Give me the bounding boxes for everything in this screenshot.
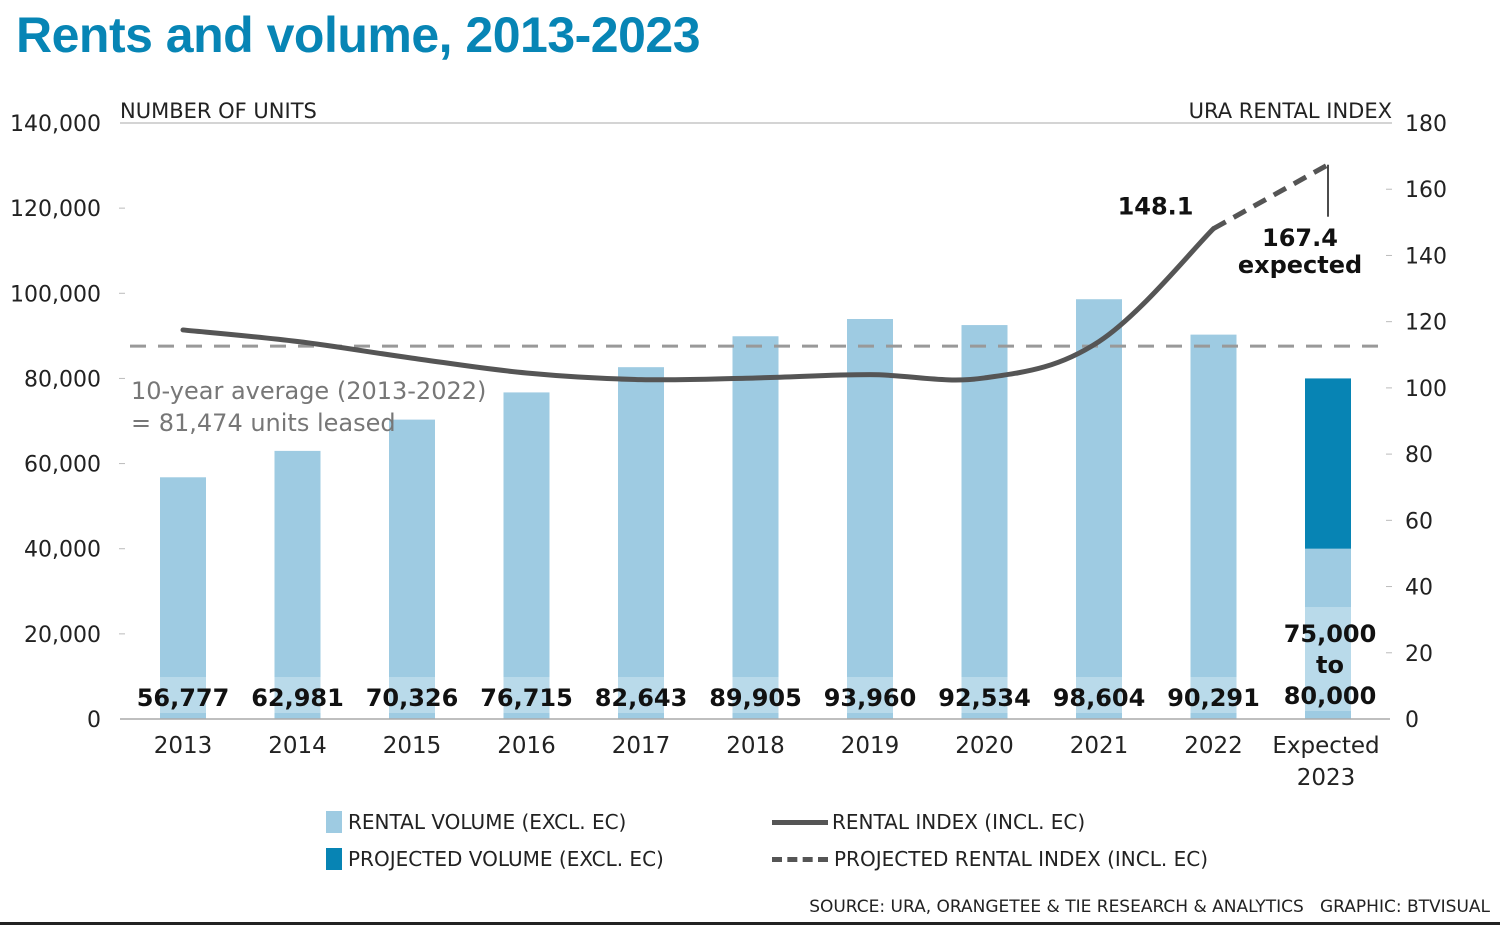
legend-label: PROJECTED RENTAL INDEX (INCL. EC) [834, 847, 1208, 871]
axes-group: 020,00040,00060,00080,000100,000120,0001… [10, 99, 1447, 791]
left-tick-label: 0 [87, 708, 101, 733]
projected-value-label: to [1316, 651, 1344, 679]
bottom-rule [0, 922, 1500, 925]
right-tick-label: 80 [1405, 443, 1433, 468]
index-2023-expected-label: expected [1238, 251, 1362, 279]
legend-dashed-line-icon [772, 856, 828, 862]
bar [732, 336, 779, 719]
bar [1076, 299, 1122, 719]
legend-rental-index: RENTAL INDEX (INCL. EC) [772, 810, 1085, 834]
left-tick-label: 140,000 [10, 112, 101, 137]
x-tick-label: Expected [1272, 733, 1379, 759]
bar-value-label: 92,534 [938, 684, 1031, 712]
right-tick-label: 140 [1405, 244, 1447, 269]
legend-label: PROJECTED VOLUME (EXCL. EC) [348, 847, 664, 871]
x-tick-label: 2017 [612, 733, 671, 759]
x-tick-label: 2014 [268, 733, 327, 759]
bar-label-band [1190, 677, 1237, 713]
bar-value-label: 62,981 [251, 684, 344, 712]
bar-value-label: 89,905 [709, 684, 802, 712]
bar-value-label: 70,326 [366, 684, 459, 712]
bar-label-band [503, 677, 550, 713]
x-tick-label: 2015 [383, 733, 442, 759]
bar [961, 325, 1008, 719]
legend-swatch-light-blue [326, 811, 342, 833]
left-tick-label: 80,000 [24, 367, 101, 392]
bar-label-band [847, 677, 893, 713]
combo-chart: 10-year average (2013-2022) = 81,474 unit… [10, 99, 1447, 791]
left-tick-label: 60,000 [24, 453, 101, 478]
bar-value-label: 90,291 [1167, 684, 1260, 712]
legend-label: RENTAL VOLUME (EXCL. EC) [348, 810, 627, 834]
right-axis-title: URA RENTAL INDEX [1189, 99, 1392, 123]
bar-label-band [1305, 607, 1351, 711]
index-lines-group [180, 162, 1330, 383]
bar-value-label: 56,777 [137, 684, 230, 712]
bar [847, 318, 893, 719]
projected-bar [1305, 378, 1351, 549]
projected-value-label: 80,000 [1284, 682, 1377, 710]
bar [503, 392, 550, 719]
index-2022-label: 148.1 [1118, 193, 1194, 221]
bars-group [160, 299, 1351, 719]
source-credit: SOURCE: URA, ORANGETEE & TIE RESEARCH & … [809, 897, 1490, 917]
x-tick-label: 2022 [1184, 733, 1243, 759]
chart-title: Rents and volume, 2013-2023 [16, 7, 701, 63]
right-tick-label: 20 [1405, 642, 1433, 667]
legend-projected-index: PROJECTED RENTAL INDEX (INCL. EC) [772, 847, 1208, 871]
x-tick-label: 2021 [1070, 733, 1129, 759]
bar-label-band [274, 677, 321, 713]
bar [618, 367, 664, 719]
right-tick-label: 40 [1405, 576, 1433, 601]
average-annotation: = 81,474 units leased [131, 409, 396, 437]
bar-label-band [160, 677, 206, 713]
left-tick-label: 120,000 [10, 197, 101, 222]
legend-rental-volume: RENTAL VOLUME (EXCL. EC) [326, 810, 626, 834]
legend-solid-line-icon [772, 819, 828, 825]
left-tick-label: 100,000 [10, 282, 101, 307]
bar [274, 450, 321, 719]
bar-label-band [732, 677, 779, 713]
left-tick-label: 40,000 [24, 538, 101, 563]
right-tick-label: 160 [1405, 178, 1447, 203]
legend-swatch-dark-blue [326, 848, 342, 870]
bar-label-band [1076, 677, 1122, 713]
right-tick-label: 100 [1405, 377, 1447, 402]
x-tick-label: 2013 [154, 733, 213, 759]
projected-index-line [1212, 162, 1330, 231]
legend-projected-volume: PROJECTED VOLUME (EXCL. EC) [326, 847, 664, 871]
rental-index-line [180, 226, 1216, 383]
left-tick-label: 20,000 [24, 623, 101, 648]
bar [1190, 334, 1237, 719]
x-tick-label: 2016 [497, 733, 556, 759]
legend-label: RENTAL INDEX (INCL. EC) [832, 810, 1086, 834]
bar-value-label: 76,715 [480, 684, 573, 712]
bar-label-band [618, 677, 664, 713]
left-axis-title: NUMBER OF UNITS [120, 99, 317, 123]
bar-label-band [389, 677, 435, 713]
x-tick-label: 2019 [841, 733, 900, 759]
bar-label-band [961, 677, 1008, 713]
right-tick-label: 180 [1405, 112, 1447, 137]
bar-value-label: 93,960 [824, 684, 917, 712]
index-2023-expected-label: 167.4 [1262, 224, 1338, 252]
x-tick-label: 2023 [1297, 765, 1356, 791]
projected-value-label: 75,000 [1284, 620, 1377, 648]
x-tick-label: 2018 [726, 733, 785, 759]
average-annotation: 10-year average (2013-2022) [131, 377, 486, 405]
x-tick-label: 2020 [955, 733, 1014, 759]
right-tick-label: 120 [1405, 311, 1447, 336]
bar-value-label: 98,604 [1053, 684, 1146, 712]
bar-value-label: 82,643 [595, 684, 688, 712]
right-tick-label: 0 [1405, 708, 1419, 733]
right-tick-label: 60 [1405, 509, 1433, 534]
bar [389, 419, 435, 719]
